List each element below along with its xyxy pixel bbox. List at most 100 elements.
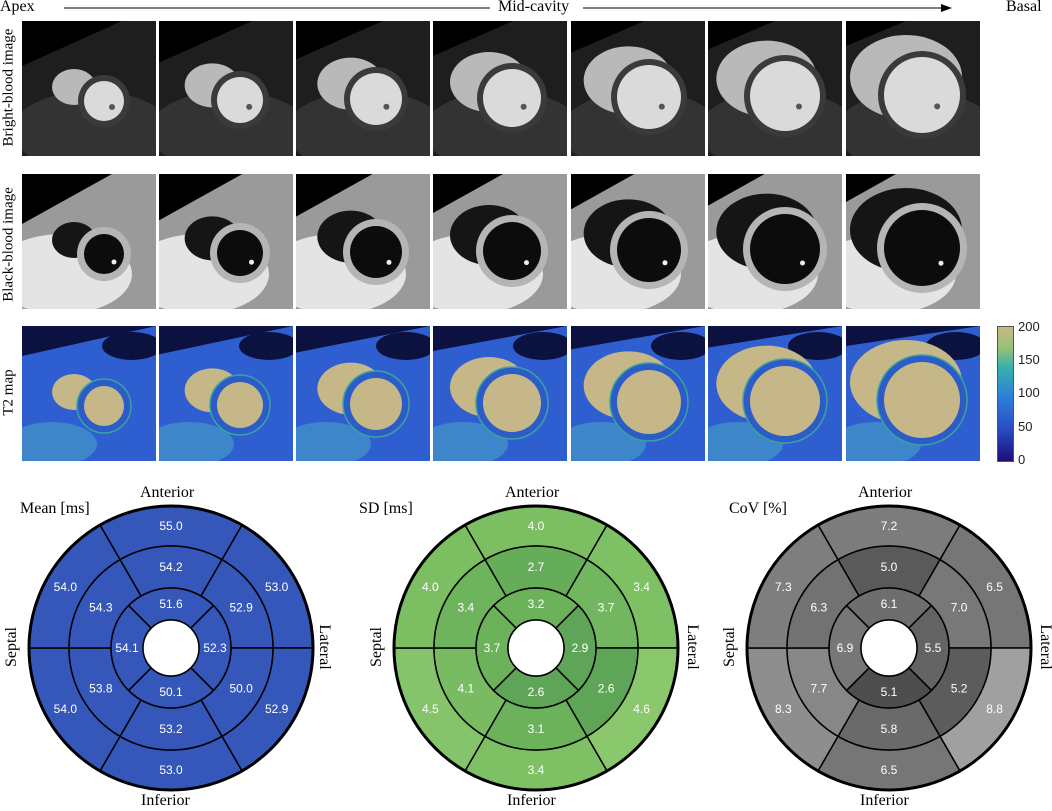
- bullseye-value-basal-5: 54.0: [54, 702, 78, 716]
- label-basal: Basal: [1006, 0, 1042, 15]
- slice-image-bright-7: [846, 21, 980, 156]
- bullseye-value-basal-2: 6.5: [986, 580, 1003, 594]
- slice-image-t2-3: [296, 326, 430, 461]
- colorbar-tick-0: 0: [1018, 452, 1026, 467]
- slice-image-t2-7: [846, 326, 980, 461]
- bullseye-value-basal-6: 4.0: [422, 580, 439, 594]
- bullseye-value-mid-3: 2.6: [598, 682, 615, 696]
- bullseye-value-apical-4: 54.1: [115, 641, 139, 655]
- slice-image-bright-3: [296, 21, 430, 156]
- bullseye-value-mid-5: 7.7: [811, 682, 828, 696]
- bullseye-value-mid-6: 54.3: [89, 601, 113, 615]
- bullseye-value-basal-2: 53.0: [265, 580, 289, 594]
- bullseye-value-mid-4: 5.8: [881, 722, 898, 736]
- slice-image-black-3: [296, 174, 430, 309]
- bullseye-sd-septal-label: Septal: [368, 627, 385, 667]
- slice-image-black-4: [433, 174, 567, 309]
- bullseye-value-mid-4: 3.1: [528, 722, 545, 736]
- t2-colorbar: [997, 326, 1014, 462]
- bullseye-mean-septal-label: Septal: [3, 627, 20, 667]
- bullseye-mean-inferior-label: Inferior: [141, 792, 190, 809]
- bullseye-value-basal-1: 4.0: [528, 519, 545, 533]
- bullseye-value-apical-3: 50.1: [159, 685, 183, 699]
- bullseye-sd-lateral-label: Lateral: [684, 624, 701, 670]
- bullseye-center-hole: [507, 619, 565, 677]
- slice-image-bright-6: [708, 21, 842, 156]
- bullseye-sd-inferior-label: Inferior: [507, 792, 556, 809]
- colorbar-tick-150: 150: [1018, 352, 1040, 367]
- bullseye-value-apical-3: 2.6: [528, 685, 545, 699]
- slice-image-bright-2: [159, 21, 293, 156]
- row-label-bright-blood: Bright-blood image: [0, 28, 17, 147]
- bullseye-value-mid-2: 7.0: [951, 601, 968, 615]
- bullseye-value-mid-3: 5.2: [951, 682, 968, 696]
- bullseye-value-mid-2: 3.7: [598, 601, 615, 615]
- bullseye-value-basal-3: 8.8: [986, 702, 1003, 716]
- bullseye-value-apical-1: 3.2: [528, 597, 545, 611]
- bullseye-value-mid-5: 53.8: [89, 682, 113, 696]
- bullseye-value-mid-6: 6.3: [811, 601, 828, 615]
- bullseye-cov-inferior-label: Inferior: [860, 792, 909, 809]
- slice-image-black-5: [571, 174, 705, 309]
- bullseye-mean-anterior-label: Anterior: [140, 484, 195, 501]
- bullseye-value-apical-2: 52.3: [203, 641, 227, 655]
- slice-image-t2-1: [22, 326, 156, 461]
- bullseye-outer-border: [392, 504, 680, 792]
- bullseye-value-apical-4: 6.9: [837, 641, 854, 655]
- bullseye-cov-septal-label: Septal: [721, 627, 738, 667]
- bullseye-value-basal-4: 3.4: [528, 763, 545, 777]
- bullseye-value-apical-1: 6.1: [881, 597, 898, 611]
- bullseye-value-basal-4: 53.0: [159, 763, 183, 777]
- label-mid-cavity: Mid-cavity: [498, 0, 570, 15]
- bullseye-sd: 4.0 3.4 4.6 3.4 4.5 4.0 2.7 3.7 2.6 3.1 4.1 3.4 3.2 2…: [392, 504, 680, 792]
- slice-image-t2-5: [571, 326, 705, 461]
- bullseye-value-basal-5: 4.5: [422, 702, 439, 716]
- slice-image-bright-1: [22, 21, 156, 156]
- bullseye-title-mean: Mean [ms]: [20, 500, 90, 517]
- slice-image-black-2: [159, 174, 293, 309]
- bullseye-sd-anterior-label: Anterior: [505, 484, 560, 501]
- bullseye-value-apical-3: 5.1: [881, 685, 898, 699]
- slice-image-bright-5: [571, 21, 705, 156]
- bullseye-value-mid-6: 3.4: [458, 601, 475, 615]
- slice-image-t2-2: [159, 326, 293, 461]
- slice-image-black-7: [846, 174, 980, 309]
- bullseye-value-basal-6: 54.0: [54, 580, 78, 594]
- bullseye-value-basal-3: 52.9: [265, 702, 289, 716]
- bullseye-cov-anterior-label: Anterior: [858, 484, 913, 501]
- bullseye-value-mid-1: 5.0: [881, 560, 898, 574]
- bullseye-value-basal-3: 4.6: [633, 702, 650, 716]
- bullseye-value-apical-1: 51.6: [159, 597, 183, 611]
- colorbar-tick-200: 200: [1018, 319, 1040, 334]
- slice-image-black-1: [22, 174, 156, 309]
- bullseye-value-basal-5: 8.3: [775, 702, 792, 716]
- bullseye-value-apical-2: 2.9: [572, 641, 589, 655]
- bullseye-value-basal-2: 3.4: [633, 580, 650, 594]
- bullseye-value-mid-1: 54.2: [159, 560, 183, 574]
- row-label-black-blood: Black-blood image: [0, 187, 17, 302]
- bullseye-value-mid-4: 53.2: [159, 722, 183, 736]
- bullseye-value-basal-1: 7.2: [881, 519, 898, 533]
- bullseye-outer-border: [27, 504, 315, 792]
- bullseye-value-mid-5: 4.1: [458, 682, 475, 696]
- bullseye-value-apical-4: 3.7: [484, 641, 501, 655]
- bullseye-outer-border: [745, 504, 1033, 792]
- slice-image-t2-6: [708, 326, 842, 461]
- colorbar-tick-100: 100: [1018, 385, 1040, 400]
- bullseye-center-hole: [860, 619, 918, 677]
- bullseye-center-hole: [142, 619, 200, 677]
- slice-image-black-6: [708, 174, 842, 309]
- bullseye-value-basal-1: 55.0: [159, 519, 183, 533]
- colorbar-tick-50: 50: [1018, 419, 1033, 434]
- label-apex: Apex: [0, 0, 35, 15]
- bullseye-value-mid-3: 50.0: [229, 682, 253, 696]
- bullseye-title-sd: SD [ms]: [359, 500, 413, 517]
- bullseye-mean: 55.0 53.0 52.9 53.0 54.0 54.0 54.2 52.9 50.0 53.2…: [27, 504, 315, 792]
- bullseye-value-apical-2: 5.5: [925, 641, 942, 655]
- row-label-t2-map: T2 map: [0, 369, 17, 416]
- apex-to-basal-arrow: [64, 4, 952, 12]
- bullseye-value-basal-6: 7.3: [775, 580, 792, 594]
- slice-image-bright-4: [433, 21, 567, 156]
- bullseye-value-mid-1: 2.7: [528, 560, 545, 574]
- bullseye-value-mid-2: 52.9: [229, 601, 253, 615]
